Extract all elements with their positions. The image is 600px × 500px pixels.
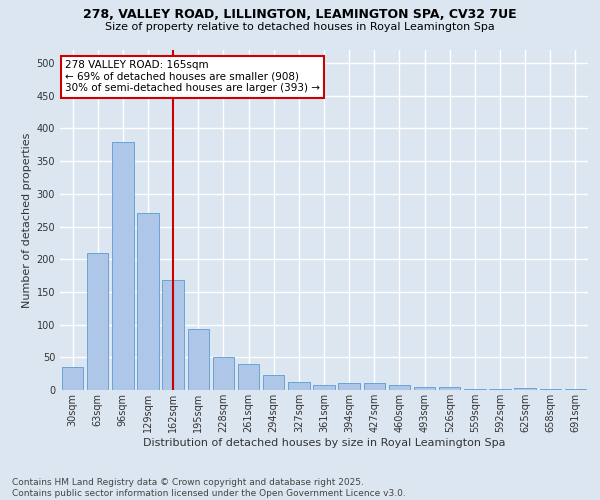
Bar bbox=[263, 375, 284, 390]
Bar bbox=[565, 388, 586, 390]
Bar bbox=[464, 388, 485, 390]
Bar bbox=[490, 388, 511, 390]
Bar bbox=[62, 367, 83, 390]
Bar bbox=[112, 142, 134, 390]
Y-axis label: Number of detached properties: Number of detached properties bbox=[22, 132, 32, 308]
Bar bbox=[539, 388, 561, 390]
Bar bbox=[163, 280, 184, 390]
Bar bbox=[338, 383, 360, 390]
Bar bbox=[439, 388, 460, 390]
Text: Size of property relative to detached houses in Royal Leamington Spa: Size of property relative to detached ho… bbox=[105, 22, 495, 32]
Bar bbox=[514, 388, 536, 390]
Bar bbox=[137, 214, 158, 390]
Bar bbox=[414, 388, 435, 390]
Bar bbox=[288, 382, 310, 390]
Bar bbox=[188, 329, 209, 390]
Text: 278, VALLEY ROAD, LILLINGTON, LEAMINGTON SPA, CV32 7UE: 278, VALLEY ROAD, LILLINGTON, LEAMINGTON… bbox=[83, 8, 517, 20]
Bar bbox=[213, 358, 234, 390]
Text: Contains HM Land Registry data © Crown copyright and database right 2025.
Contai: Contains HM Land Registry data © Crown c… bbox=[12, 478, 406, 498]
Bar bbox=[238, 364, 259, 390]
Bar bbox=[389, 385, 410, 390]
Text: 278 VALLEY ROAD: 165sqm
← 69% of detached houses are smaller (908)
30% of semi-d: 278 VALLEY ROAD: 165sqm ← 69% of detache… bbox=[65, 60, 320, 94]
X-axis label: Distribution of detached houses by size in Royal Leamington Spa: Distribution of detached houses by size … bbox=[143, 438, 505, 448]
Bar bbox=[87, 252, 109, 390]
Bar bbox=[364, 383, 385, 390]
Bar bbox=[313, 385, 335, 390]
